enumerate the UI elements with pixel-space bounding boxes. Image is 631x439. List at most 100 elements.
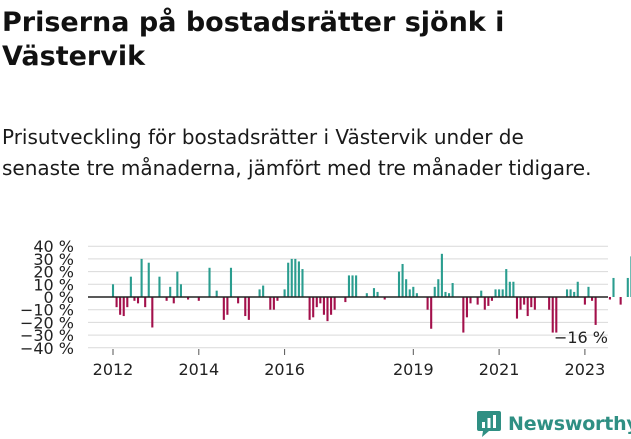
x-axis-ticks: 2012201420162019202120232025	[93, 349, 606, 379]
y-tick-label: 0 %	[44, 288, 74, 307]
bar	[526, 297, 529, 317]
bar	[465, 297, 468, 318]
bar	[397, 271, 401, 297]
y-tick-label: −40 %	[20, 339, 74, 358]
bar	[587, 286, 590, 297]
bar	[165, 297, 168, 301]
bar	[515, 297, 519, 319]
bar	[151, 297, 154, 328]
bar	[330, 297, 333, 315]
bar	[519, 297, 522, 310]
newsworthy-chart-bubble-icon	[477, 411, 501, 437]
bar	[129, 276, 132, 297]
bar	[111, 284, 115, 297]
bar	[312, 297, 315, 318]
bar	[576, 281, 579, 297]
bar	[122, 297, 125, 317]
bar	[548, 297, 551, 310]
bar	[365, 293, 368, 297]
bar	[176, 271, 179, 297]
bar	[158, 276, 161, 297]
bar	[244, 297, 247, 317]
bar	[426, 297, 429, 310]
bar	[290, 258, 293, 297]
bar	[215, 290, 218, 297]
bar	[555, 297, 558, 333]
bar	[573, 291, 576, 297]
y-tick-label: −20 %	[20, 313, 74, 332]
bar	[169, 286, 172, 297]
x-tick-label: 2014	[178, 360, 219, 379]
bar	[133, 297, 136, 301]
bar	[451, 283, 454, 297]
bar	[351, 275, 354, 297]
bar	[401, 263, 404, 297]
bar	[294, 258, 297, 297]
bar	[469, 297, 472, 304]
chart-subtitle: Prisutveckling för bostadsrätter i Väste…	[2, 125, 592, 180]
y-tick-label: 40 %	[33, 237, 74, 256]
bar	[476, 297, 479, 305]
bar	[140, 258, 143, 297]
bar	[119, 297, 122, 315]
bar	[530, 297, 533, 308]
bar	[126, 297, 129, 308]
bar	[505, 269, 508, 297]
last-value-label: −16 %	[554, 328, 608, 347]
bar	[172, 297, 175, 304]
bar	[583, 297, 586, 305]
bar	[272, 297, 275, 310]
y-tick-label: −10 %	[20, 301, 74, 320]
bar	[490, 297, 493, 301]
bar	[136, 297, 140, 304]
bar	[508, 281, 511, 297]
bar	[430, 297, 433, 329]
x-tick-label: 2016	[264, 360, 305, 379]
y-tick-label: 10 %	[33, 275, 74, 294]
bar	[569, 289, 572, 297]
x-tick-label: 2021	[479, 360, 520, 379]
bar	[187, 297, 190, 300]
bar	[179, 284, 182, 297]
bar	[315, 297, 318, 308]
bar	[501, 289, 504, 297]
bar	[565, 289, 569, 297]
bar	[408, 289, 411, 297]
x-tick-label: 2023	[565, 360, 606, 379]
bar	[483, 297, 486, 310]
x-tick-label: 2012	[93, 360, 134, 379]
bar	[551, 297, 554, 333]
bar-chart: 40 %30 %20 %10 %0 %−10 %−20 %−30 %−40 % …	[20, 237, 631, 379]
bar	[462, 297, 465, 333]
bar	[487, 297, 490, 306]
bar	[262, 285, 265, 297]
bar	[344, 297, 347, 303]
bar	[444, 291, 447, 297]
bar	[222, 297, 225, 320]
bar	[197, 297, 200, 301]
bar	[237, 297, 240, 304]
bar	[498, 289, 501, 297]
bar	[523, 297, 526, 305]
bar	[308, 297, 311, 320]
bar	[144, 297, 147, 308]
bar	[319, 297, 322, 304]
bar	[326, 297, 329, 322]
bar	[333, 297, 336, 310]
bar	[115, 297, 118, 308]
bar	[376, 291, 379, 297]
bar	[247, 297, 250, 320]
bar	[258, 289, 261, 297]
bar	[208, 267, 211, 297]
y-tick-label: 20 %	[33, 263, 74, 282]
bar	[226, 297, 229, 315]
bar	[440, 253, 443, 297]
y-tick-label: −30 %	[20, 326, 74, 345]
y-axis-ticks: 40 %30 %20 %10 %0 %−10 %−20 %−30 %−40 %	[20, 237, 74, 358]
newsworthy-logo: Newsworthy	[476, 409, 631, 439]
bar	[229, 267, 233, 297]
newsworthy-wordmark: Newsworthy	[508, 413, 631, 435]
bar	[372, 288, 376, 297]
bar	[347, 275, 350, 297]
bar	[594, 297, 597, 325]
